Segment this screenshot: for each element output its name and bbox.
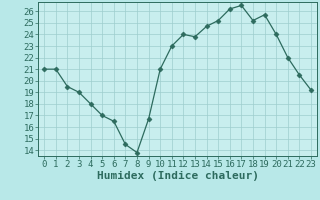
X-axis label: Humidex (Indice chaleur): Humidex (Indice chaleur) — [97, 171, 259, 181]
